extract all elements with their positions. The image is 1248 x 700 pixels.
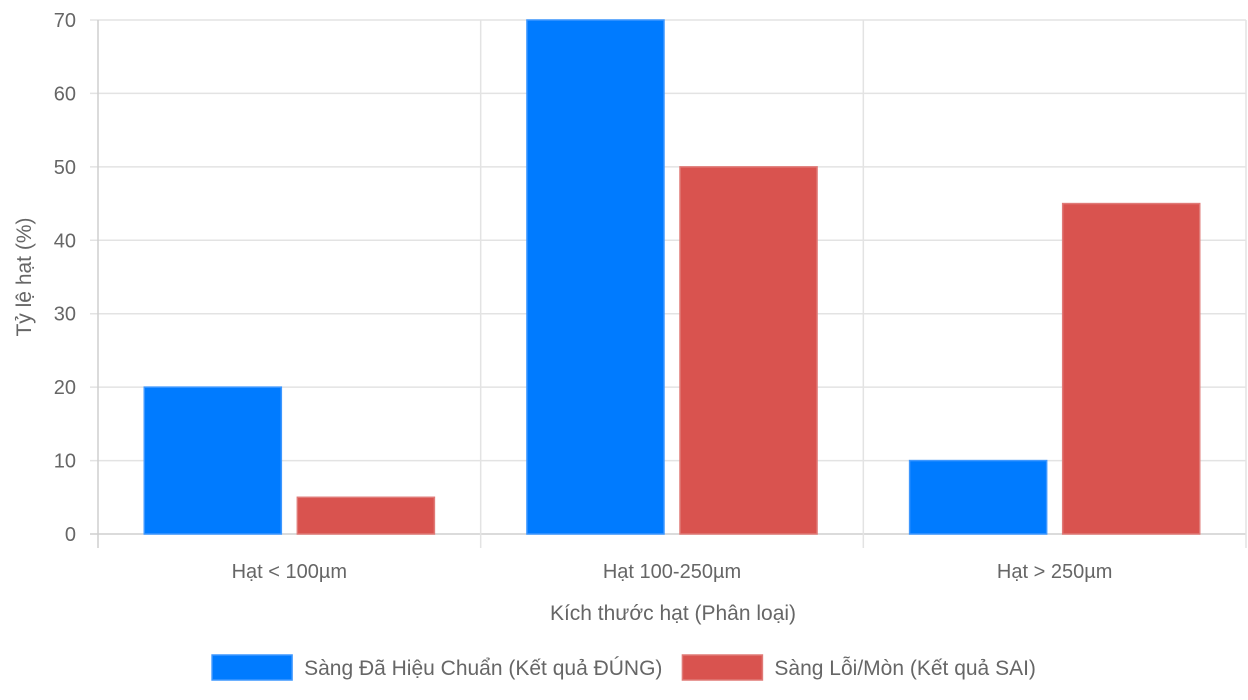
y-axis-title: Tỷ lệ hạt (%) xyxy=(13,217,36,336)
y-tick-label: 0 xyxy=(65,524,76,546)
y-tick-label: 50 xyxy=(54,157,76,179)
bar-calibrated xyxy=(526,19,665,535)
x-axis-title: Kích thước hạt (Phân loại) xyxy=(550,602,796,625)
y-tick-label: 10 xyxy=(54,451,76,473)
axes: 0 10 20 30 40 50 60 70 Hạt < 100µm Hạt 100-250µm H… xyxy=(54,10,1113,583)
bar-calibrated xyxy=(143,386,283,535)
y-tick-label: 60 xyxy=(54,83,76,105)
bar-calibrated xyxy=(908,459,1048,535)
bar-faulty xyxy=(1061,202,1201,535)
y-tick-label: 20 xyxy=(54,377,76,399)
legend: Sàng Đã Hiệu Chuẩn (Kết quả ĐÚNG) Sàng Lỗ… xyxy=(211,654,1036,681)
legend-swatch xyxy=(211,654,293,681)
y-tick-label: 30 xyxy=(54,304,76,326)
grid xyxy=(90,19,1247,548)
bar-faulty xyxy=(679,166,818,535)
y-tick-label: 40 xyxy=(54,230,76,252)
bars xyxy=(143,19,1201,535)
x-tick-label: Hạt > 250µm xyxy=(997,561,1112,583)
x-tick-label: Hạt < 100µm xyxy=(232,561,347,583)
legend-label: Sàng Lỗi/Mòn (Kết quả SAI) xyxy=(774,657,1036,680)
x-tick-label: Hạt 100-250µm xyxy=(603,561,741,583)
y-tick-label: 70 xyxy=(54,10,76,32)
legend-swatch xyxy=(681,654,764,681)
bar-faulty xyxy=(296,496,436,535)
legend-label: Sàng Đã Hiệu Chuẩn (Kết quả ĐÚNG) xyxy=(304,657,662,680)
